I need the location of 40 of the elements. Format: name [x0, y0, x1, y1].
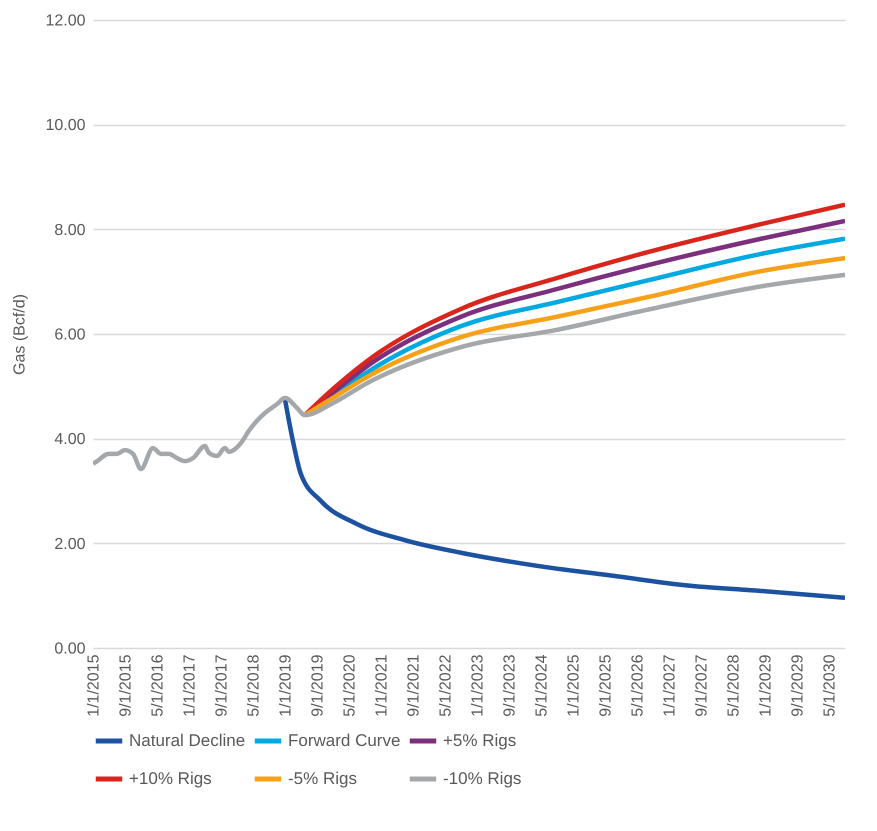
- x-tick-label: 9/1/2029: [790, 654, 807, 717]
- x-tick-label: 1/1/2021: [374, 654, 391, 717]
- y-tick-label: 2.00: [54, 536, 86, 553]
- x-tick-label: 9/1/2023: [501, 654, 518, 717]
- legend-label: -5% Rigs: [288, 769, 357, 788]
- legend-label: Forward Curve: [288, 731, 400, 750]
- x-tick-label: 5/1/2016: [149, 654, 166, 717]
- legend-label: +5% Rigs: [443, 731, 516, 750]
- x-tick-label: 1/1/2019: [278, 654, 295, 717]
- y-tick-label: 12.00: [45, 12, 86, 30]
- x-tick-label: 1/1/2027: [662, 654, 679, 717]
- legend-label: Natural Decline: [129, 731, 246, 750]
- x-tick-label: 5/1/2024: [533, 654, 550, 717]
- y-tick-label: 4.00: [54, 431, 86, 448]
- x-tick-label: 9/1/2025: [598, 654, 615, 717]
- x-tick-label: 9/1/2019: [309, 654, 326, 717]
- x-tick-label: 5/1/2020: [341, 654, 358, 717]
- line-series: [282, 397, 845, 600]
- y-tick-label: 0.00: [54, 640, 86, 658]
- x-tick-label: 9/1/2017: [214, 654, 231, 717]
- y-tick-label: 10.00: [45, 117, 86, 134]
- y-axis-title: Gas (Bcf/d): [11, 294, 28, 375]
- x-tick-label: 9/1/2027: [693, 654, 710, 717]
- line-series: [93, 272, 845, 472]
- x-tick-label: 1/1/2025: [566, 654, 583, 717]
- x-tick-label: 5/1/2022: [437, 654, 454, 717]
- x-tick-label: 5/1/2028: [725, 654, 742, 717]
- legend-label: +10% Rigs: [129, 769, 212, 788]
- x-tick-label: 1/1/2023: [470, 654, 487, 717]
- legend-label: -10% Rigs: [443, 769, 522, 788]
- x-tick-label: 9/1/2015: [117, 654, 134, 717]
- x-tick-label: 1/1/2017: [182, 654, 199, 717]
- x-tick-label: 5/1/2018: [245, 654, 262, 717]
- x-tick-label: 9/1/2021: [406, 654, 423, 717]
- x-tick-label: 5/1/2026: [629, 654, 646, 717]
- x-tick-label: 5/1/2030: [821, 654, 838, 717]
- x-tick-label: 1/1/2015: [86, 654, 102, 717]
- x-tick-label: 1/1/2029: [758, 654, 775, 717]
- y-tick-label: 8.00: [54, 222, 86, 239]
- y-tick-label: 6.00: [54, 326, 86, 344]
